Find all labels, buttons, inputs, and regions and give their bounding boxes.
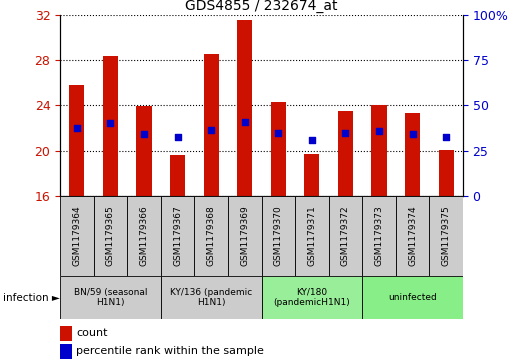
Bar [237, 20, 252, 196]
Point [408, 131, 417, 137]
Text: GSM1179372: GSM1179372 [341, 205, 350, 266]
Bar [405, 113, 420, 196]
Bar [228, 196, 262, 276]
Text: percentile rank within the sample: percentile rank within the sample [76, 346, 264, 356]
Text: GSM1179366: GSM1179366 [140, 205, 149, 266]
Text: uninfected: uninfected [388, 293, 437, 302]
Title: GDS4855 / 232674_at: GDS4855 / 232674_at [185, 0, 338, 13]
Point [308, 137, 316, 143]
Bar [60, 326, 72, 341]
Bar [161, 276, 262, 319]
Bar [262, 196, 295, 276]
Point [140, 131, 148, 137]
Point [73, 125, 81, 131]
Bar [60, 196, 94, 276]
Point [241, 119, 249, 125]
Bar [438, 150, 453, 196]
Point [207, 127, 215, 133]
Bar [304, 154, 320, 196]
Bar [362, 196, 396, 276]
Bar [170, 155, 185, 196]
Bar [371, 105, 386, 196]
Text: GSM1179373: GSM1179373 [374, 205, 383, 266]
Text: GSM1179374: GSM1179374 [408, 205, 417, 266]
Point [274, 131, 282, 136]
Bar [338, 111, 353, 196]
Text: KY/136 (pandemic
H1N1): KY/136 (pandemic H1N1) [170, 288, 252, 307]
Bar [203, 54, 219, 196]
Text: GSM1179368: GSM1179368 [207, 205, 215, 266]
Bar [60, 344, 72, 359]
Bar [137, 106, 152, 196]
Text: BN/59 (seasonal
H1N1): BN/59 (seasonal H1N1) [74, 288, 147, 307]
Bar [60, 276, 161, 319]
Text: count: count [76, 328, 108, 338]
Bar [429, 196, 463, 276]
Bar [295, 196, 328, 276]
Text: GSM1179365: GSM1179365 [106, 205, 115, 266]
Text: GSM1179375: GSM1179375 [441, 205, 451, 266]
Point [442, 134, 450, 140]
Bar [127, 196, 161, 276]
Bar [362, 276, 463, 319]
Text: GSM1179369: GSM1179369 [240, 205, 249, 266]
Text: GSM1179364: GSM1179364 [72, 205, 82, 266]
Text: KY/180
(pandemicH1N1): KY/180 (pandemicH1N1) [274, 288, 350, 307]
Point [106, 121, 115, 126]
Bar [161, 196, 195, 276]
Text: infection ►: infection ► [3, 293, 60, 303]
Point [341, 131, 349, 136]
Bar [328, 196, 362, 276]
Bar [94, 196, 127, 276]
Bar [103, 57, 118, 196]
Point [174, 134, 182, 140]
Bar [396, 196, 429, 276]
Bar [262, 276, 362, 319]
Bar [195, 196, 228, 276]
Text: GSM1179367: GSM1179367 [173, 205, 182, 266]
Text: GSM1179370: GSM1179370 [274, 205, 283, 266]
Point [375, 128, 383, 134]
Bar [271, 102, 286, 196]
Bar [70, 85, 85, 196]
Text: GSM1179371: GSM1179371 [308, 205, 316, 266]
